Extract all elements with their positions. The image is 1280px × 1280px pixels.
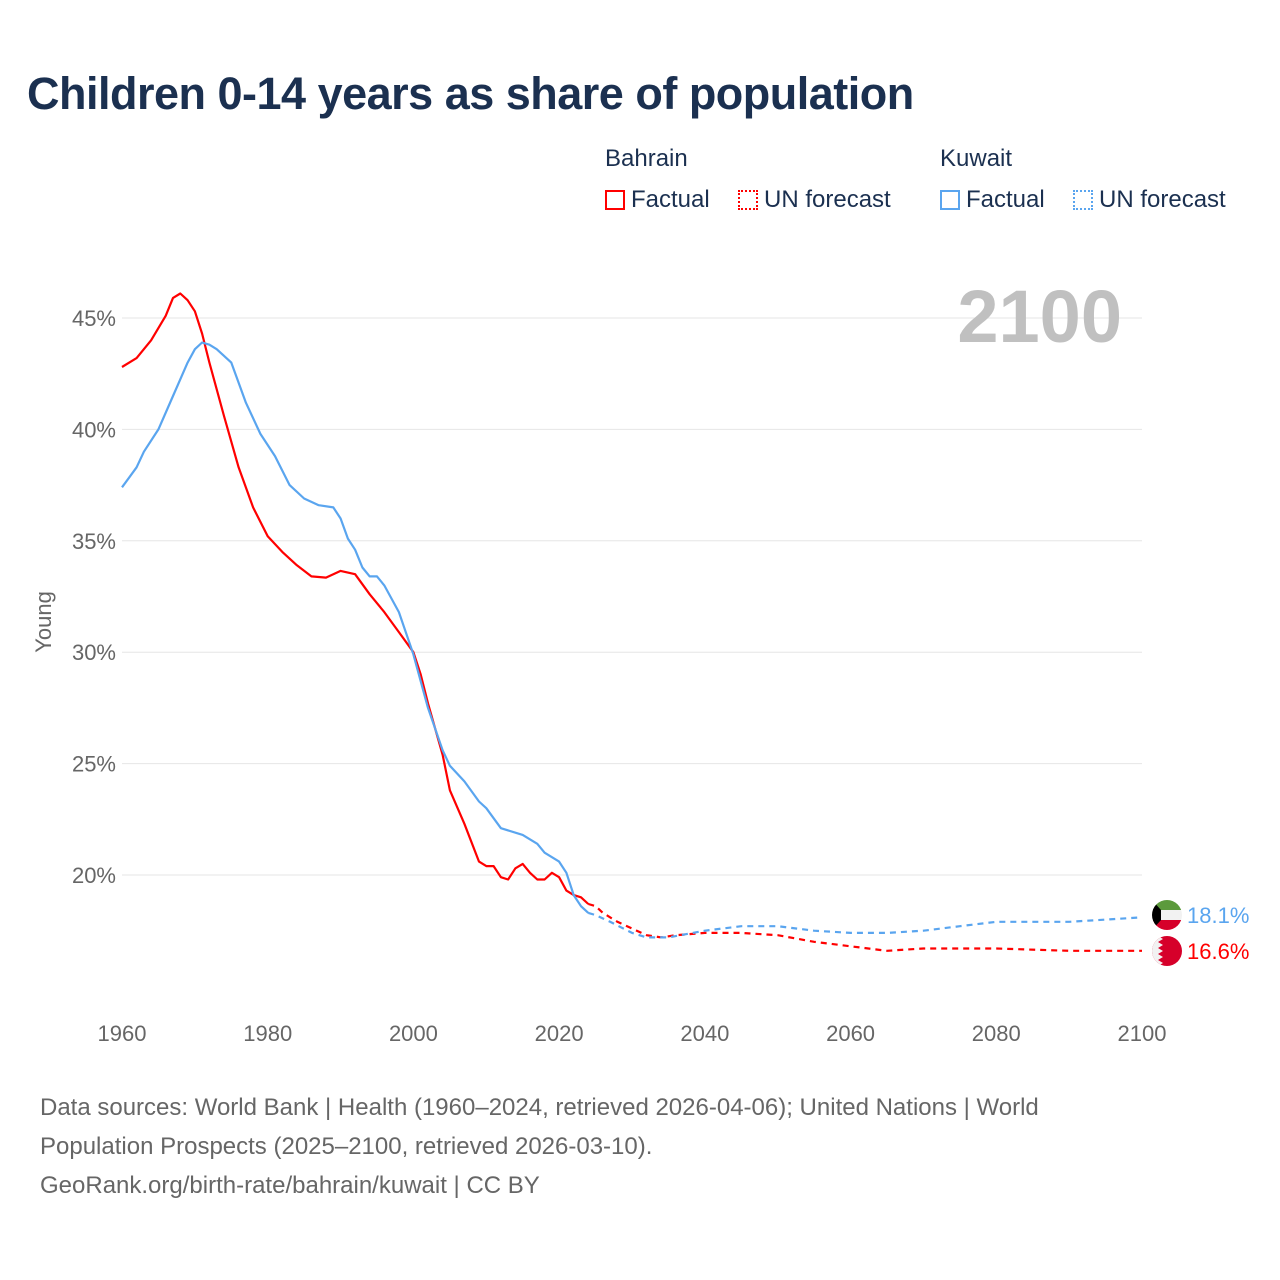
- legend-label: UN forecast: [764, 186, 891, 213]
- legend-label: Factual: [966, 186, 1045, 213]
- legend-bahrain-factual[interactable]: Factual: [605, 186, 710, 214]
- x-tick-label: 2080: [972, 1021, 1021, 1046]
- legend-country-bahrain: Bahrain: [605, 145, 688, 172]
- x-tick-label: 1980: [243, 1021, 292, 1046]
- y-tick-label: 35%: [72, 529, 116, 554]
- legend-swatch-dotted-icon: [738, 190, 758, 210]
- footer-sources-1: Data sources: World Bank | Health (1960–…: [40, 1094, 1039, 1121]
- y-tick-label: 20%: [72, 863, 116, 888]
- x-tick-label: 2060: [826, 1021, 875, 1046]
- legend-kuwait-factual[interactable]: Factual: [940, 186, 1045, 214]
- bahrain-flag-icon: [1152, 936, 1182, 966]
- legend-bahrain-forecast[interactable]: UN forecast: [738, 186, 891, 214]
- x-tick-label: 2100: [1118, 1021, 1167, 1046]
- bahrain-end-value: 16.6%: [1187, 939, 1249, 964]
- legend-kuwait-forecast[interactable]: UN forecast: [1073, 186, 1226, 214]
- legend-country-kuwait: Kuwait: [940, 145, 1013, 172]
- kuwait-forecast-line: [587, 911, 1143, 939]
- x-tick-label: 2000: [389, 1021, 438, 1046]
- chart-title: Children 0-14 years as share of populati…: [27, 68, 914, 119]
- footer-sources-2: Population Prospects (2025–2100, retriev…: [40, 1133, 653, 1160]
- x-tick-label: 2020: [535, 1021, 584, 1046]
- kuwait-flag-icon: [1152, 900, 1182, 930]
- kuwait-end-value: 18.1%: [1187, 903, 1249, 928]
- y-tick-label: 40%: [72, 417, 116, 442]
- legend-label: Factual: [631, 186, 710, 213]
- footer-attribution[interactable]: GeoRank.org/birth-rate/bahrain/kuwait | …: [40, 1172, 540, 1199]
- footer: Data sources: World Bank | Health (1960–…: [40, 1088, 1039, 1205]
- bahrain-forecast-line: [587, 902, 1142, 952]
- x-tick-label: 1960: [98, 1021, 147, 1046]
- kuwait-factual-line: [121, 341, 590, 914]
- y-tick-label: 25%: [72, 752, 116, 777]
- legend-label: UN forecast: [1099, 186, 1226, 213]
- year-label: 2100: [957, 275, 1122, 358]
- y-tick-label: 30%: [72, 640, 116, 665]
- bahrain-factual-line: [121, 292, 590, 905]
- x-tick-label: 2040: [680, 1021, 729, 1046]
- legend-swatch-dotted-icon: [1073, 190, 1093, 210]
- y-tick-label: 45%: [72, 306, 116, 331]
- y-axis-label: Young: [31, 591, 56, 653]
- legend-swatch-solid-icon: [605, 190, 625, 210]
- legend-swatch-solid-icon: [940, 190, 960, 210]
